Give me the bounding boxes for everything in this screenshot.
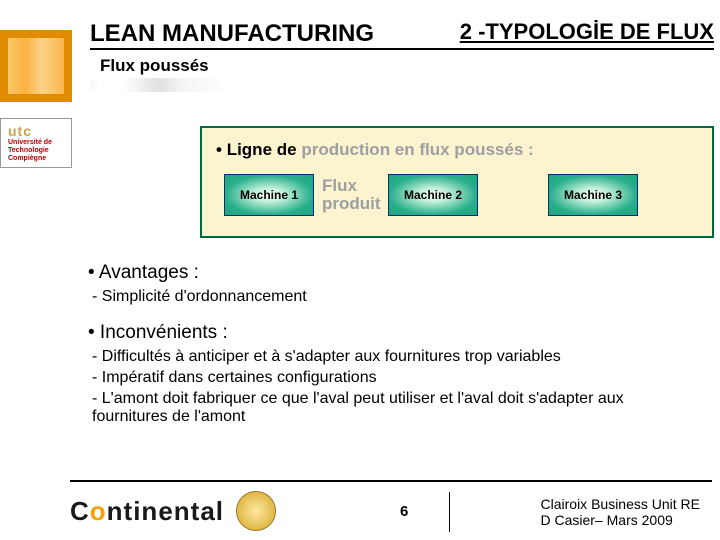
- line-bold: Ligne de: [227, 140, 302, 159]
- line-grey: production en flux poussés :: [301, 140, 533, 159]
- production-line-heading: • Ligne de production en flux poussés :: [216, 140, 698, 160]
- utc-logo-sub1: Université de Technologie: [8, 139, 64, 155]
- page-number: 6: [400, 503, 408, 520]
- continental-logo: Continental: [70, 496, 224, 527]
- logo-rest: ntinental: [107, 496, 224, 526]
- disadvantage-item: - Impératif dans certaines configuration…: [92, 369, 706, 387]
- title-left: LEAN MANUFACTURING: [90, 20, 374, 48]
- footer-right-line2: D Casier– Mars 2009: [541, 512, 673, 528]
- body-content: • Avantages : - Simplicité d'ordonnancem…: [88, 262, 706, 426]
- produit-word: produit: [322, 194, 381, 213]
- title-right: 2 -TYPOLOGİE DE FLUX: [460, 19, 714, 45]
- disadvantage-item: - Difficultés à anticiper et à s'adapter…: [92, 348, 706, 366]
- disadvantages-heading: • Inconvénients :: [88, 322, 706, 344]
- subheading-arrow-row: [90, 78, 720, 92]
- advantage-item: - Simplicité d'ordonnancement: [92, 288, 706, 306]
- production-box: • Ligne de production en flux poussés : …: [200, 126, 714, 238]
- subheading: Flux poussés: [100, 56, 720, 76]
- machine-box-3: Machine 3: [548, 174, 638, 216]
- header-underline: [90, 48, 714, 50]
- machines-row: Machine 1 Flux produit Machine 2 Machine…: [224, 174, 698, 216]
- footer-separator: [449, 492, 450, 532]
- slide-header: LEAN MANUFACTURING 2 -TYPOLOGİE DE FLUX: [0, 0, 720, 48]
- logo-c: C: [70, 496, 90, 526]
- gradient-arrow-icon: [90, 78, 230, 92]
- utc-logo-text: utc: [8, 123, 64, 139]
- logo-o: o: [90, 496, 107, 526]
- footer-right-text: Clairoix Business Unit RE D Casier– Mars…: [541, 496, 701, 528]
- flux-word: Flux: [322, 176, 357, 195]
- advantages-heading: • Avantages :: [88, 262, 706, 284]
- utc-logo-sub2: Compiègne: [8, 155, 64, 163]
- utc-logo: utc Université de Technologie Compiègne: [0, 118, 72, 168]
- gold-badge-icon: [236, 491, 276, 531]
- flux-produit-label: Flux produit: [314, 177, 388, 213]
- disadvantage-item: - L'amont doit fabriquer ce que l'aval p…: [92, 390, 706, 426]
- bullet: •: [216, 140, 227, 159]
- footer-right-line1: Clairoix Business Unit RE: [541, 496, 701, 512]
- machine-box-1: Machine 1: [224, 174, 314, 216]
- machine-box-2: Machine 2: [388, 174, 478, 216]
